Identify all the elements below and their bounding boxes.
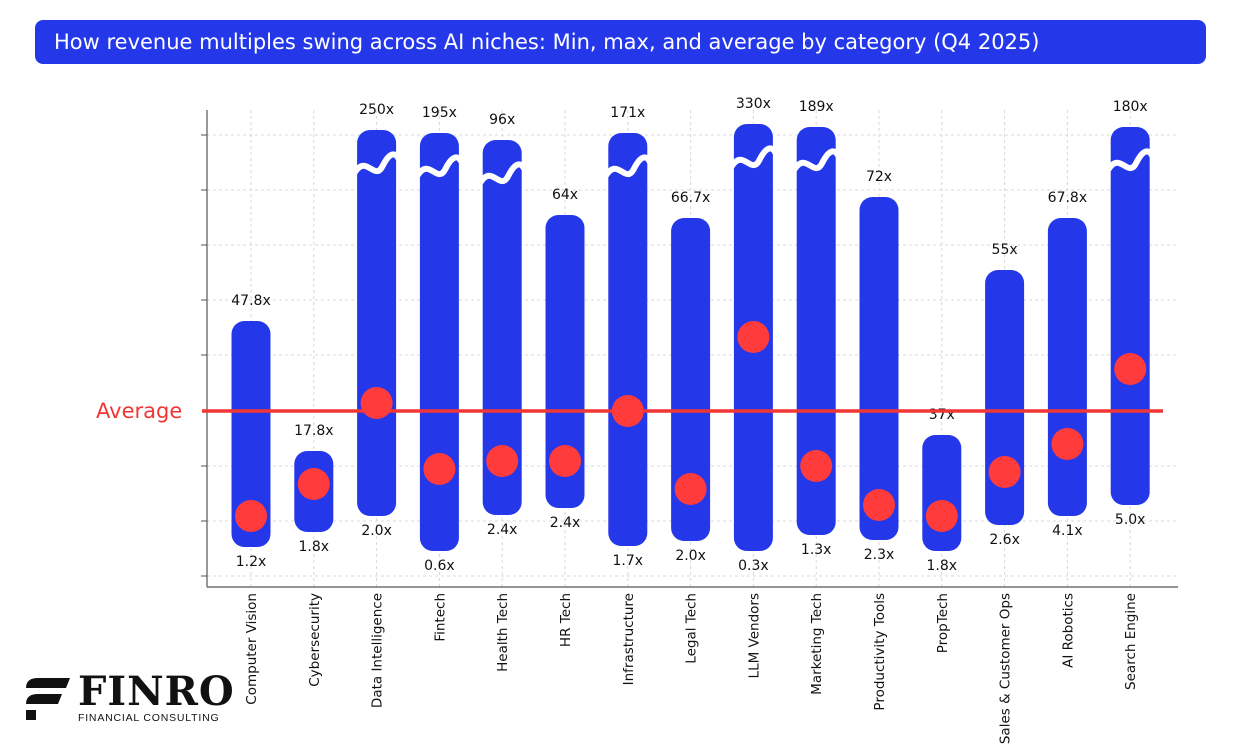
average-dot bbox=[423, 453, 456, 485]
category-tick-label: Health Tech bbox=[495, 593, 511, 672]
average-dot bbox=[611, 395, 644, 427]
axis-break-mark bbox=[414, 154, 464, 178]
finro-logo: FINRO FINANCIAL CONSULTING bbox=[22, 668, 234, 728]
range-bar bbox=[1110, 127, 1150, 505]
category-tick-label: Data Intelligence bbox=[370, 593, 386, 708]
min-label: 5.0x bbox=[1115, 512, 1146, 528]
range-bar bbox=[796, 127, 836, 535]
category-tick-label: AI Robotics bbox=[1060, 593, 1076, 668]
min-label: 2.6x bbox=[989, 532, 1020, 548]
range-bar bbox=[545, 215, 585, 508]
max-label: 189x bbox=[799, 99, 834, 115]
category-tick-label: Fintech bbox=[432, 593, 448, 642]
axis-break-mark bbox=[603, 154, 653, 178]
min-label: 1.8x bbox=[299, 539, 330, 555]
range-bar bbox=[859, 197, 899, 540]
average-dot bbox=[988, 456, 1021, 488]
axis-break-mark bbox=[352, 151, 402, 175]
min-label: 1.8x bbox=[927, 558, 958, 574]
category-tick-label: PropTech bbox=[935, 593, 951, 653]
max-label: 66.7x bbox=[671, 190, 710, 206]
max-label: 96x bbox=[489, 112, 515, 128]
range-bar bbox=[419, 133, 459, 551]
range-bar bbox=[1047, 218, 1087, 516]
range-bar bbox=[922, 435, 962, 551]
max-label: 67.8x bbox=[1048, 190, 1087, 206]
max-label: 47.8x bbox=[231, 293, 270, 309]
max-label: 64x bbox=[552, 187, 578, 203]
min-label: 0.6x bbox=[424, 558, 455, 574]
max-label: 55x bbox=[992, 242, 1018, 258]
category-tick-label: HR Tech bbox=[558, 593, 574, 647]
max-label: 17.8x bbox=[294, 423, 333, 439]
average-dot bbox=[486, 445, 519, 477]
max-label: 250x bbox=[359, 102, 394, 118]
category-tick-label: Cybersecurity bbox=[307, 593, 323, 687]
range-bar bbox=[482, 140, 522, 515]
average-dot bbox=[360, 387, 393, 419]
range-bar bbox=[608, 133, 648, 546]
logo-subtitle: FINANCIAL CONSULTING bbox=[78, 712, 220, 724]
max-label: 180x bbox=[1113, 99, 1148, 115]
average-dot bbox=[1114, 353, 1147, 385]
min-label: 1.7x bbox=[613, 553, 644, 569]
min-label: 2.4x bbox=[550, 515, 581, 531]
range-bar bbox=[231, 321, 271, 547]
axis-break-mark bbox=[1105, 148, 1155, 172]
range-bar bbox=[671, 218, 711, 541]
average-dot bbox=[297, 468, 330, 500]
average-label: Average bbox=[96, 399, 182, 423]
average-dot bbox=[800, 450, 833, 482]
category-tick-label: Computer Vision bbox=[244, 593, 260, 705]
max-label: 330x bbox=[736, 96, 771, 112]
max-label: 171x bbox=[610, 105, 645, 121]
category-tick-label: Infrastructure bbox=[621, 593, 637, 685]
min-label: 1.3x bbox=[801, 542, 832, 558]
category-tick-label: Productivity Tools bbox=[872, 593, 888, 711]
min-label: 2.0x bbox=[361, 523, 392, 539]
min-label: 0.3x bbox=[738, 558, 769, 574]
axis-break-mark bbox=[728, 145, 778, 169]
min-label: 2.0x bbox=[675, 548, 706, 564]
min-label: 1.2x bbox=[236, 554, 267, 570]
category-tick-label: Sales & Customer Ops bbox=[998, 593, 1014, 744]
logo-wordmark: FINRO bbox=[78, 668, 235, 715]
min-label: 4.1x bbox=[1052, 523, 1083, 539]
min-label: 2.3x bbox=[864, 547, 895, 563]
average-dot bbox=[737, 321, 770, 353]
average-dot bbox=[925, 500, 958, 532]
axis-break-mark bbox=[477, 161, 527, 185]
range-bar bbox=[357, 130, 397, 516]
axis-break-mark bbox=[791, 148, 841, 172]
category-tick-label: Search Engine bbox=[1123, 593, 1139, 690]
category-tick-label: LLM Vendors bbox=[746, 593, 762, 678]
average-dot bbox=[1051, 428, 1084, 460]
average-dot bbox=[674, 473, 707, 505]
max-label: 72x bbox=[866, 169, 892, 185]
min-label: 2.4x bbox=[487, 522, 518, 538]
average-dot bbox=[863, 489, 895, 521]
category-tick-label: Legal Tech bbox=[684, 593, 700, 664]
category-tick-label: Marketing Tech bbox=[809, 593, 825, 695]
average-dot bbox=[235, 500, 267, 532]
average-dot bbox=[549, 445, 581, 477]
finro-mark-icon bbox=[26, 678, 70, 720]
max-label: 195x bbox=[422, 105, 457, 121]
chart-title: How revenue multiples swing across AI ni… bbox=[35, 20, 1206, 64]
